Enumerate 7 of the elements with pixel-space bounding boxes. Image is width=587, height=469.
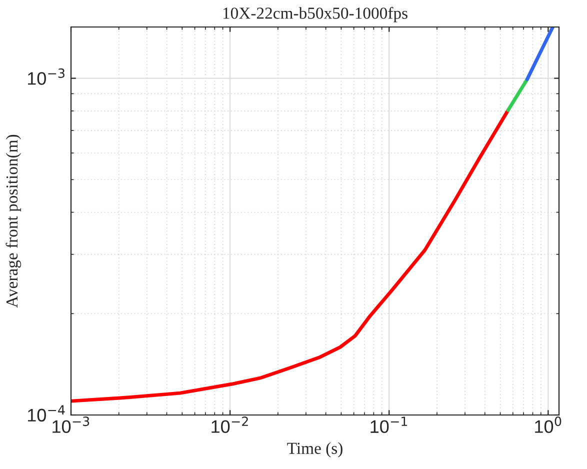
- x-axis-title: Time (s): [287, 442, 342, 458]
- chart-title: 10X-22cm-b50x50-1000fps: [223, 6, 408, 22]
- y-axis-title: Average front position(m): [6, 134, 22, 308]
- x-tick-label: 10$^{0}$: [535, 416, 562, 433]
- x-tick-label: 10$^{−2}$: [212, 416, 248, 433]
- x-tick-label: 10$^{−1}$: [370, 416, 408, 433]
- x-tick-label: 10$^{−3}$: [52, 416, 90, 433]
